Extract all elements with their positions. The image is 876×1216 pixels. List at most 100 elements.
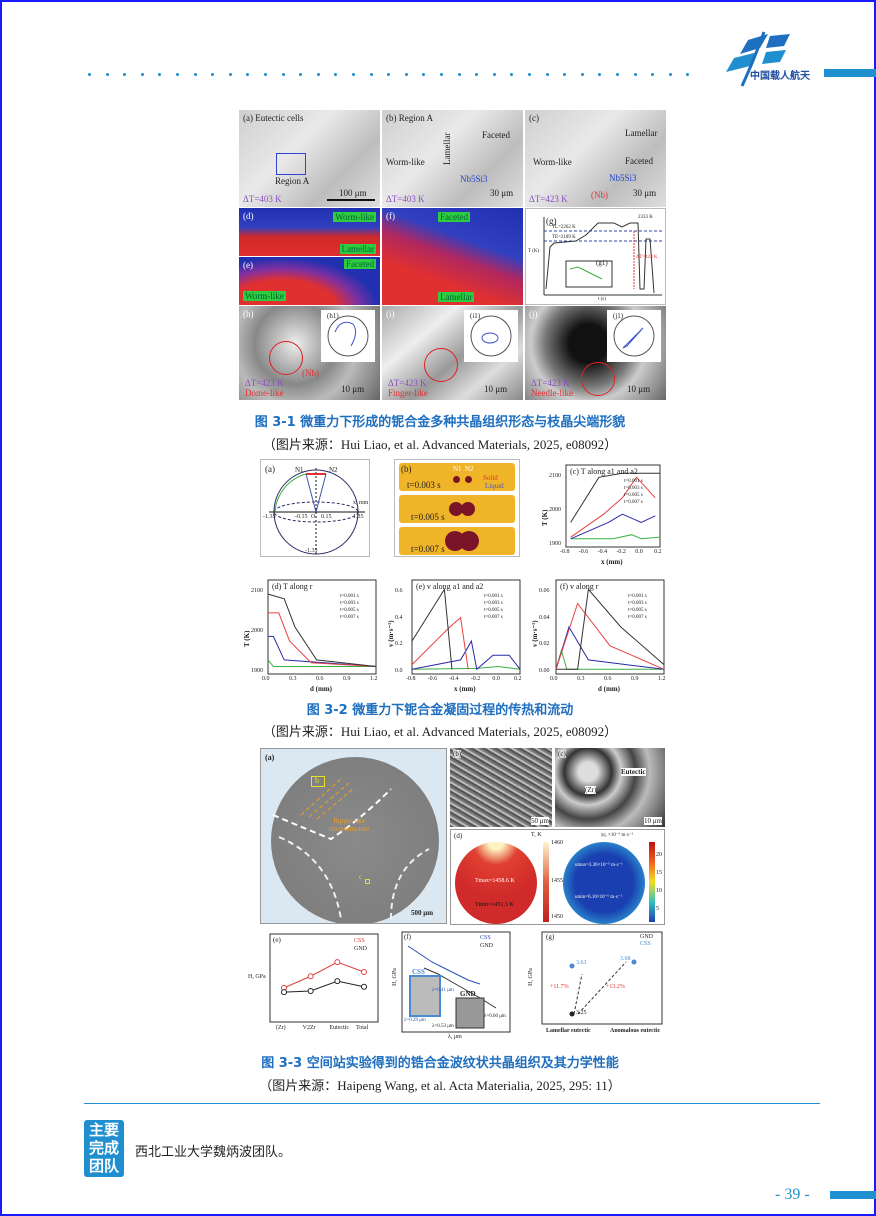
header-dot [246,73,250,76]
y-axis-label: v (m·s⁻¹) [531,620,539,647]
legend-item: t=0.003 s [484,601,503,606]
panel-3b: (b) 50 μm [450,748,552,827]
x-tick-label: 0.0 [635,549,643,555]
x-tick-label: 1.2 [658,676,666,682]
panel-d: (d) Worm-like Lamellar [239,208,380,256]
figure-3-1-caption: 图 3-1 微重力下形成的铌合金多种共晶组织形态与枝晶尖端形貌 [254,415,626,430]
header-dot [580,73,584,76]
team-text: 西北工业大学魏炳波团队。 [135,1145,292,1160]
x-tick-label: 0.2 [654,549,662,555]
series-line [555,648,664,670]
header-dot [598,73,602,76]
x-tick-label: 0.0 [550,676,558,682]
header-dot [633,73,637,76]
series-line [411,665,521,670]
x-axis-label: d (mm) [310,685,332,693]
plot-frame [267,579,377,675]
panel-3e: (e) (Zr) V2Zr Eutectic Total CSS GND H, GPa [248,930,382,1040]
header-dot [299,73,303,76]
series-line [411,616,469,670]
x-axis-label: x (mm) [601,558,623,566]
panel-2b: (b) N1 N2 Solid Liquid t=0.003 s t=0.005… [394,459,520,557]
plot-frame [565,464,661,548]
figure-3-3-caption: 图 3-3 空间站实验得到的锆合金波纹状共晶组织及其力学性能 [261,1056,619,1071]
x-tick-label: -0.2 [470,676,481,682]
header-dot [475,73,479,76]
plot-label: V2Zr [302,1025,316,1031]
plot-title: (f) v along r [560,582,599,591]
plot-label: H, GPa [248,974,266,980]
x-tick-label: 0.6 [604,676,612,682]
x-tick-label: 0.3 [577,676,585,682]
plot-label: (Zr) [276,1025,286,1031]
figure-3-2-source: （图片来源：Hui Liao, et al. Advanced Material… [262,724,618,739]
panel-2f: (f) v along r 0.0 0.3 0.6 0.9 1.2 0.06 0.04 0.02… [530,574,668,696]
x-tick-label: -0.4 [449,676,459,682]
header-dot [440,73,443,76]
logo [720,30,820,88]
logo-text: 中国载人航天 [750,71,810,82]
x-tick-label: 0.3 [289,676,297,682]
header-dot [211,73,215,76]
x-tick-label: -0.8 [406,676,416,682]
panel-3f: (f) CSS GND CSS GND λ=0.41 μm λ=0.29 μm … [386,930,514,1046]
panel-2a: (a) N1 N2 -1.35 -0.15 0.15 1.35 -1.35 x,… [260,459,370,557]
series-line [556,588,665,670]
x-tick-label: 0.0 [492,676,500,682]
y-axis-label: v (m·s⁻¹) [387,620,395,647]
plot-label: Eutectic [329,1025,349,1031]
data-point [334,959,341,966]
header-dot [404,73,408,76]
header-dot [105,73,109,76]
series-line [411,587,453,670]
plot-label: CSS [354,938,365,944]
y-tick-label: 0.2 [395,641,403,648]
header-dot [281,73,285,76]
legend-item: t=0.005 s [628,608,647,613]
panel-j: (j) (j1) ΔT=423 K Needle-like 10 μm [525,306,666,400]
legend-item: t=0.005 s [624,493,643,498]
data-point [307,973,314,980]
series-line [570,476,656,538]
y-tick-label: 1900 [251,668,263,674]
panel-e: (e) Faceted Worm-like [239,257,380,305]
legend-item: t=0.003 s [624,486,643,491]
y-tick-label: 0.4 [395,614,403,621]
data-point [361,983,367,990]
y-tick-label: 0.00 [539,668,550,674]
x-tick-label: -0.8 [560,549,570,555]
plot-frame [411,579,521,675]
header-dot [88,73,91,76]
header-dot [668,73,672,76]
divider [84,1103,820,1104]
panel-f: (f) Faceted Lamellar [382,208,523,305]
panel-3a: (a) b Ripple-like microstructure c 500 μ… [260,748,447,924]
header-dot [369,73,373,76]
plot-label: Total [356,1025,369,1031]
header-dot [387,73,391,76]
x-axis-label: x (mm) [454,685,476,693]
logo-icon [726,31,790,87]
header-dot [264,73,267,76]
legend-item: t=0.005 s [484,608,503,613]
series-line-gnd [283,980,365,993]
plot-label: (e) [273,936,281,944]
panel-g: (g) 2333 K TL=2262 K TE=2189 K (g1) ΔT=4… [525,208,666,305]
x-tick-label: 0.2 [514,676,522,682]
data-point [281,989,287,996]
figure-3-1-source: （图片来源：Hui Liao, et al. Advanced Material… [262,437,618,452]
header-dot [316,73,320,76]
data-point [334,978,341,985]
y-tick-label: 1900 [549,541,561,547]
x-tick-label: -0.6 [578,549,589,555]
data-point [307,988,314,995]
legend-item: t=0.007 s [628,615,647,620]
x-tick-label: 1.2 [370,676,378,682]
legend-item: t=0.001 s [624,479,643,484]
figure-3-2-caption: 图 3-2 微重力下铌合金凝固过程的传热和流动 [306,703,574,718]
header-dot [563,73,567,76]
series-line [555,602,665,670]
y-tick-label: 2100 [251,588,263,594]
panel-2e: (e) v along a1 and a2 -0.8 -0.6 -0.4 -0.2 0.0… [386,574,524,696]
series-line [555,625,665,670]
